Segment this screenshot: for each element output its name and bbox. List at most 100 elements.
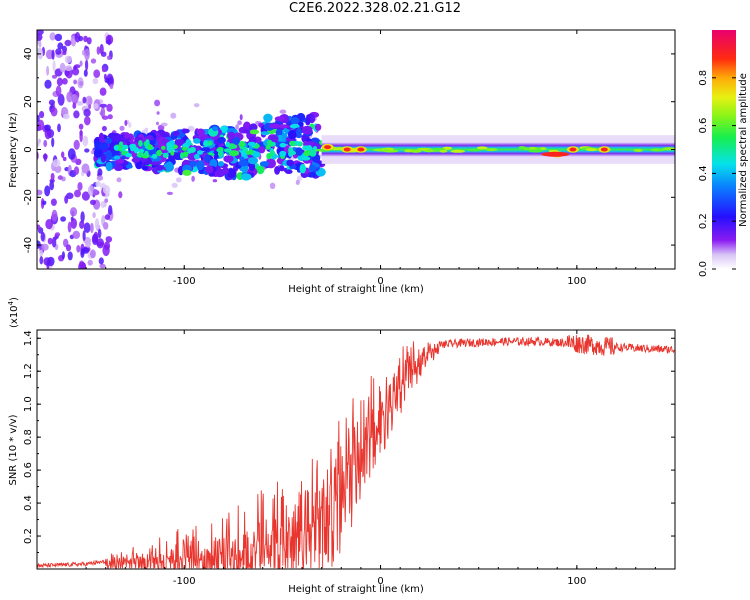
noise-blob xyxy=(156,121,159,126)
signal-blob xyxy=(296,127,302,137)
signal-blob xyxy=(267,139,273,146)
noise-blob xyxy=(92,212,96,219)
noise-blob xyxy=(64,195,69,204)
signal-blob xyxy=(227,131,236,140)
noise-blob xyxy=(71,94,79,104)
noise-blob xyxy=(101,125,107,132)
noise-blob xyxy=(47,237,53,245)
signal-blob xyxy=(286,159,295,167)
noise-blob xyxy=(235,124,239,130)
y-tick-label: 20 xyxy=(23,95,34,108)
y-tick-label: 0.6 xyxy=(23,462,34,478)
snr-plot-area xyxy=(37,330,675,569)
noise-blob xyxy=(44,127,52,140)
noise-blob xyxy=(83,108,91,117)
noise-blob xyxy=(43,257,51,266)
signal-blob xyxy=(156,149,163,157)
noise-blob xyxy=(56,77,64,87)
signal-blob xyxy=(141,166,149,171)
noise-blob xyxy=(73,139,80,150)
signal-blob xyxy=(125,153,132,158)
noise-blob xyxy=(78,123,84,130)
signal-blob xyxy=(299,163,306,174)
noise-blob xyxy=(54,232,61,237)
band-texture xyxy=(467,148,482,152)
signal-blob xyxy=(287,129,297,140)
noise-blob xyxy=(90,58,97,64)
peak-marker xyxy=(569,147,577,152)
noise-blob xyxy=(37,189,43,196)
signal-blob xyxy=(180,152,184,160)
noise-blob xyxy=(118,191,123,199)
noise-blob xyxy=(92,78,99,85)
signal-blob xyxy=(151,168,158,173)
band-texture xyxy=(383,148,390,152)
noise-blob xyxy=(124,120,128,126)
noise-blob xyxy=(82,135,89,147)
band-texture xyxy=(476,146,488,150)
noise-blob xyxy=(67,251,73,261)
noise-blob xyxy=(279,109,287,114)
signal-blob xyxy=(136,152,144,158)
noise-blob xyxy=(51,209,58,222)
noise-blob xyxy=(99,43,104,55)
noise-blob xyxy=(79,60,83,67)
noise-blob xyxy=(92,234,96,243)
x-tick-label: 0 xyxy=(377,276,383,287)
signal-blob xyxy=(232,136,241,145)
noise-blob xyxy=(157,124,165,131)
noise-blob xyxy=(128,122,132,128)
signal-blob xyxy=(258,146,266,154)
snr-series xyxy=(37,334,675,569)
signal-blob xyxy=(266,152,272,160)
noise-blob xyxy=(175,177,182,183)
peak-marker xyxy=(324,145,332,150)
colorbar-tick-label: 0.2 xyxy=(698,213,709,229)
noise-blob xyxy=(59,62,66,73)
colorbar-tick-label: 0.0 xyxy=(698,261,709,277)
signal-blob xyxy=(252,151,261,158)
noise-blob xyxy=(93,69,101,78)
signal-blob xyxy=(265,158,276,169)
noise-blob xyxy=(84,116,91,126)
noise-blob xyxy=(82,96,87,104)
peak-marker xyxy=(343,147,351,152)
signal-blob xyxy=(256,165,265,175)
signal-blob xyxy=(274,116,285,122)
spectrogram-x-label: Height of straight line (km) xyxy=(288,284,424,295)
noise-blob xyxy=(98,257,104,265)
noise-blob xyxy=(61,251,65,260)
snr-axes: -100 0 100 0.2 0.4 0.6 0.8 1.0 1.2 1.4 xyxy=(23,330,675,587)
signal-blob xyxy=(240,173,252,181)
noise-blob xyxy=(75,101,84,106)
noise-blob xyxy=(88,104,92,110)
band-texture xyxy=(450,149,466,153)
signal-blob xyxy=(196,150,204,155)
snr-line xyxy=(37,334,675,569)
noise-blob xyxy=(66,91,73,103)
signal-blob xyxy=(113,134,124,141)
signal-blob xyxy=(269,123,280,129)
noise-blob xyxy=(51,49,55,60)
y-tick-label: 1.0 xyxy=(23,396,34,412)
noise-blob xyxy=(90,199,96,205)
noise-blob xyxy=(107,77,113,84)
signal-blob xyxy=(113,145,119,151)
noise-blob xyxy=(49,32,56,41)
noise-blob xyxy=(37,114,40,123)
signal-blob xyxy=(175,139,185,146)
signal-blob xyxy=(275,128,283,137)
noise-blob xyxy=(99,103,108,108)
noise-blob xyxy=(79,130,83,143)
noise-blob xyxy=(87,259,93,266)
noise-blob xyxy=(55,85,62,97)
signal-blob xyxy=(203,142,210,147)
band-texture xyxy=(585,148,598,152)
signal-blob xyxy=(314,123,322,131)
noise-blob xyxy=(85,59,89,71)
noise-blob xyxy=(83,222,91,233)
spectrogram-heatmap xyxy=(37,30,675,269)
noise-blob xyxy=(269,182,276,189)
snr-y-multiplier: (x104) xyxy=(7,297,20,328)
